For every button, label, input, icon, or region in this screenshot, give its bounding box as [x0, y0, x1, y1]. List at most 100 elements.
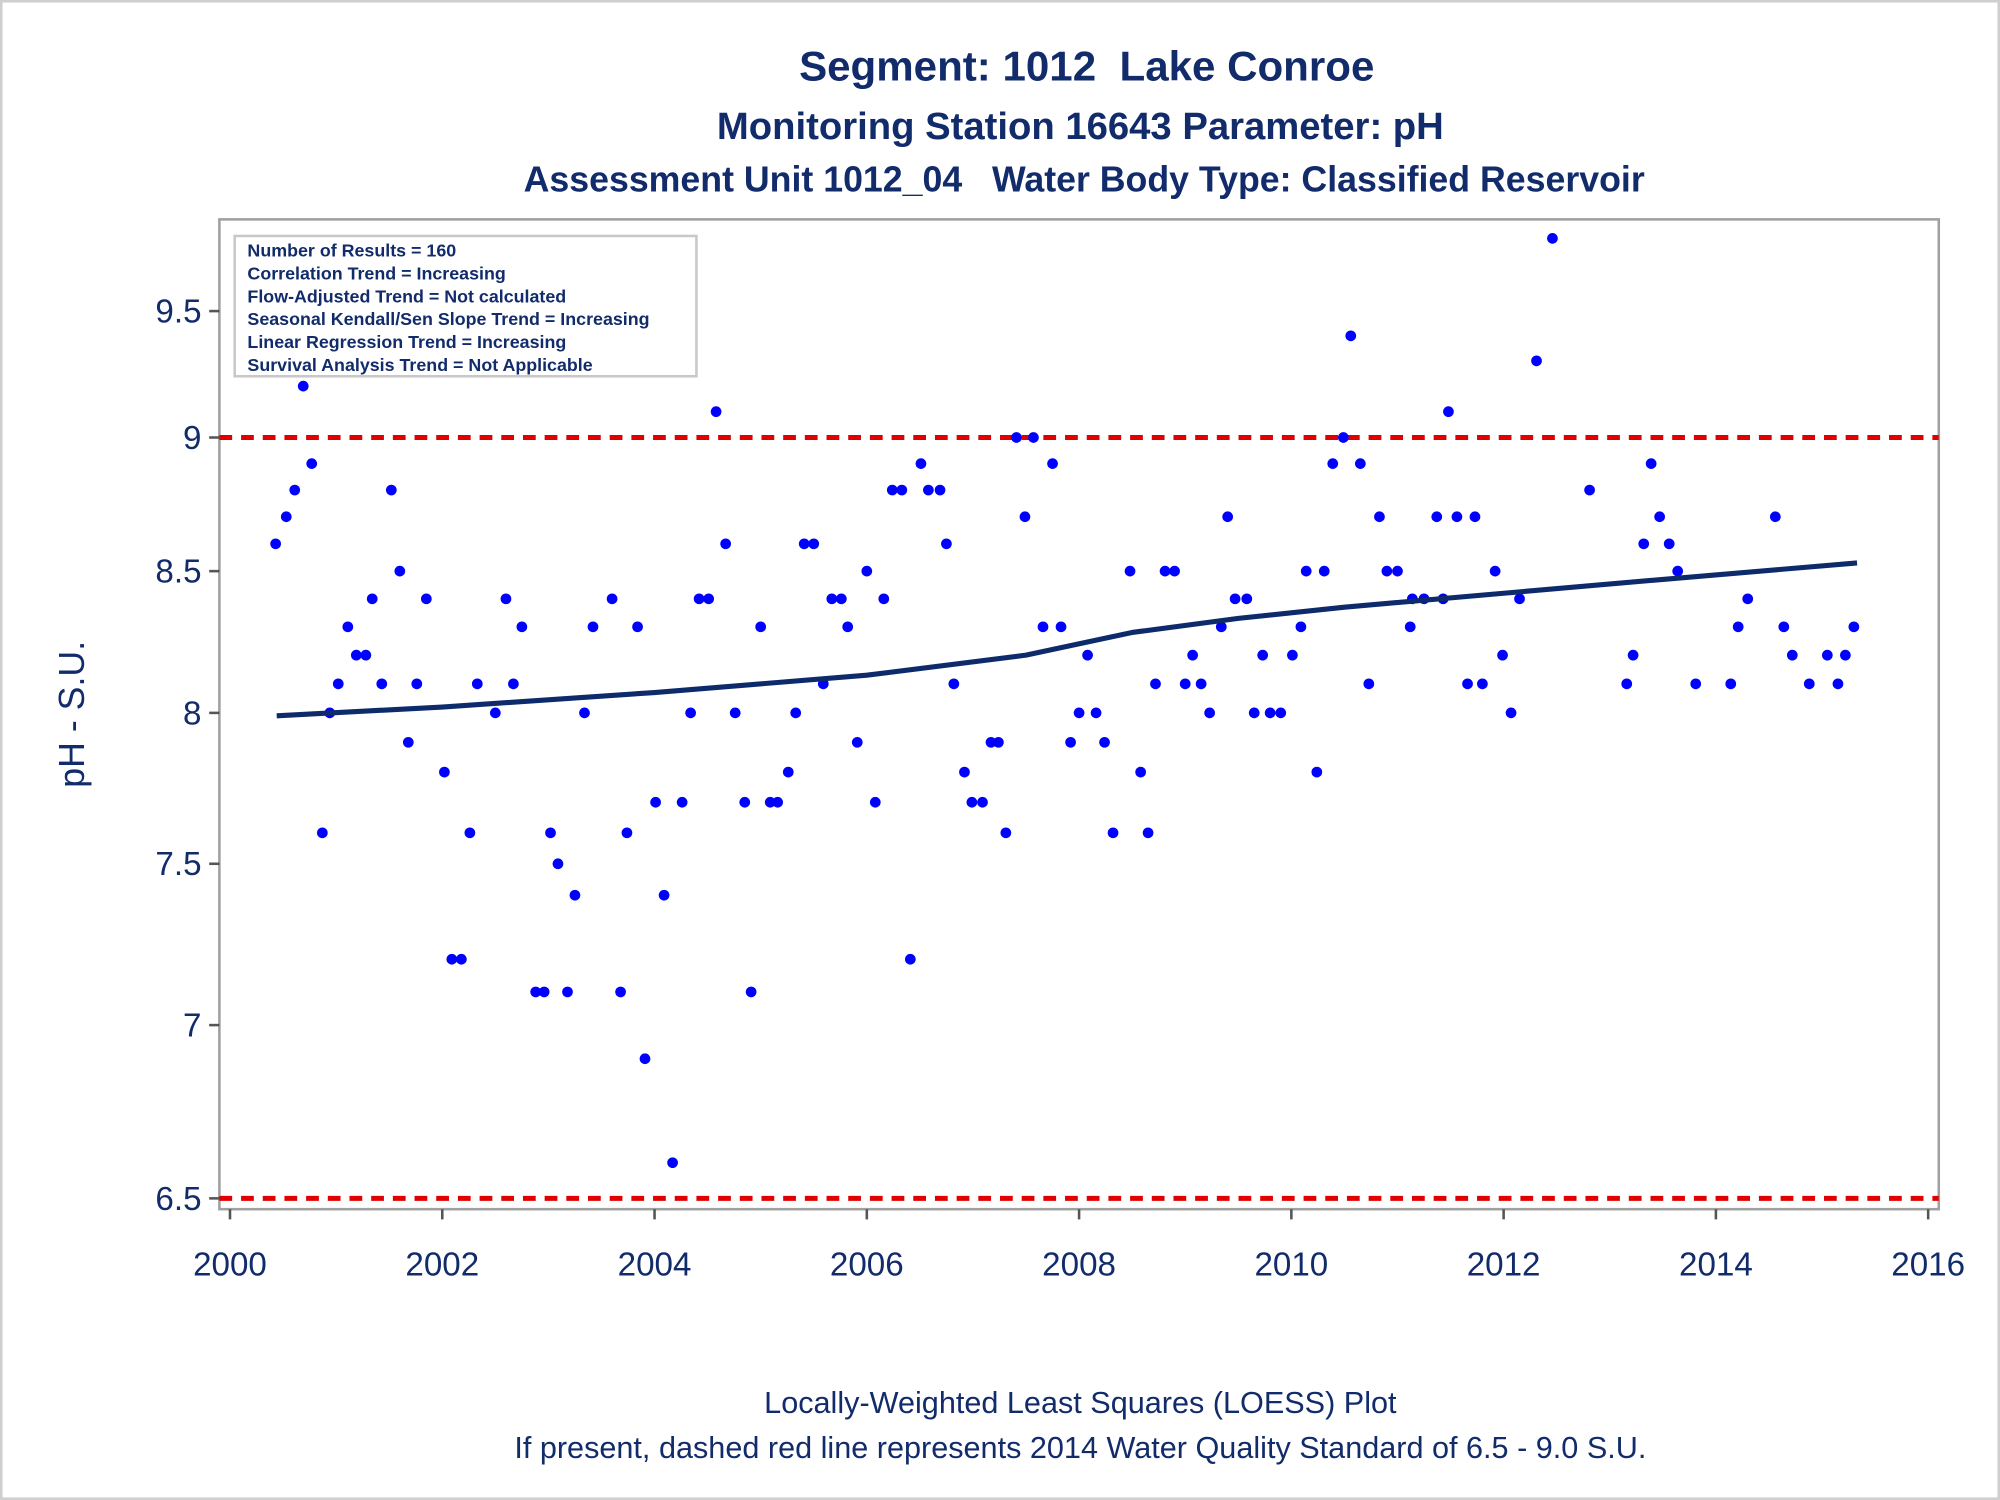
data-point: [1187, 649, 1199, 661]
data-point: [297, 380, 309, 392]
data-point: [1345, 330, 1357, 342]
data-point: [985, 736, 997, 748]
data-point: [1215, 621, 1227, 633]
data-point: [464, 827, 476, 839]
data-point: [790, 707, 802, 719]
data-point: [1786, 649, 1798, 661]
data-point: [1028, 432, 1039, 443]
data-point: [508, 678, 519, 690]
data-point: [1469, 511, 1481, 523]
data-point: [489, 707, 501, 719]
data-point: [420, 593, 432, 605]
data-point: [993, 736, 1004, 748]
data-point: [1621, 678, 1633, 690]
data-point: [861, 565, 873, 577]
data-point: [350, 649, 362, 661]
data-point: [1374, 511, 1385, 523]
data-point: [685, 707, 696, 719]
data-point: [1832, 678, 1844, 690]
data-point: [745, 986, 757, 998]
data-point: [966, 796, 978, 808]
data-point: [886, 484, 898, 496]
data-point: [764, 796, 776, 808]
data-point: [402, 736, 414, 748]
data-point: [1451, 511, 1463, 523]
data-point: [1663, 538, 1675, 550]
stats-line: Seasonal Kendall/Sen Slope Trend = Incre…: [247, 309, 649, 329]
data-point: [1489, 565, 1501, 577]
data-point: [1248, 707, 1260, 719]
stats-line: Correlation Trend = Increasing: [247, 263, 505, 283]
data-point: [1514, 593, 1525, 605]
x-tick-label: 2004: [618, 1247, 692, 1284]
data-point: [411, 678, 423, 690]
data-point: [306, 458, 318, 469]
data-point: [1264, 707, 1276, 719]
data-point: [1547, 233, 1558, 244]
data-point: [1073, 707, 1085, 719]
data-point: [538, 986, 550, 998]
y-axis-label: pH - S.U.: [52, 641, 92, 788]
data-point: [1099, 736, 1110, 748]
x-tick-label: 2008: [1042, 1247, 1116, 1284]
data-point: [1065, 736, 1076, 748]
data-point: [1497, 649, 1508, 661]
data-point: [851, 736, 863, 748]
data-point: [342, 621, 354, 633]
data-point: [500, 593, 512, 605]
x-tick-label: 2016: [1891, 1247, 1965, 1284]
data-point: [1654, 511, 1665, 523]
data-point: [446, 953, 458, 965]
data-point: [1318, 565, 1330, 577]
data-point: [1047, 458, 1058, 469]
stats-line: Flow-Adjusted Trend = Not calculated: [247, 286, 566, 306]
data-point: [1769, 511, 1781, 523]
data-point: [1803, 678, 1815, 690]
data-point: [959, 766, 970, 778]
data-point: [1300, 565, 1312, 577]
data-point: [1179, 678, 1191, 690]
data-point: [1627, 649, 1639, 661]
data-point: [941, 538, 952, 550]
stats-line: Linear Regression Trend = Increasing: [247, 332, 566, 352]
data-point: [1725, 678, 1737, 690]
data-point: [569, 889, 581, 901]
data-point: [1019, 511, 1031, 523]
data-point: [835, 593, 847, 605]
data-point: [1295, 621, 1307, 633]
data-point: [376, 678, 388, 690]
data-point: [1443, 406, 1454, 418]
data-point: [1090, 707, 1102, 719]
data-point: [552, 858, 564, 870]
data-point: [1169, 565, 1180, 577]
chart-subtitle: Monitoring Station 16643 Parameter: pH: [717, 105, 1444, 148]
x-tick-label: 2000: [193, 1247, 267, 1284]
data-point: [772, 796, 784, 808]
x-tick-label: 2012: [1467, 1247, 1541, 1284]
data-point: [606, 593, 618, 605]
x-tick-label: 2014: [1679, 1247, 1753, 1284]
data-point: [1742, 593, 1754, 605]
data-point: [270, 538, 281, 550]
y-tick-label: 8: [183, 695, 201, 732]
data-point: [360, 649, 372, 661]
data-point: [1257, 649, 1269, 661]
data-point: [1222, 511, 1234, 523]
stats-line: Number of Results = 160: [247, 240, 456, 260]
data-point: [280, 511, 292, 523]
data-point: [1392, 565, 1403, 577]
data-point: [693, 593, 705, 605]
data-point: [545, 827, 556, 839]
data-point: [366, 593, 378, 605]
data-point: [1241, 593, 1253, 605]
data-point: [1287, 649, 1298, 661]
footnote: Locally-Weighted Least Squares (LOESS) P…: [764, 1386, 1397, 1420]
data-point: [650, 796, 661, 808]
data-point: [1690, 678, 1702, 690]
stats-box: [233, 234, 698, 378]
data-point: [1638, 538, 1650, 550]
data-point: [1363, 678, 1375, 690]
data-point: [1055, 621, 1067, 633]
data-point: [977, 796, 988, 808]
